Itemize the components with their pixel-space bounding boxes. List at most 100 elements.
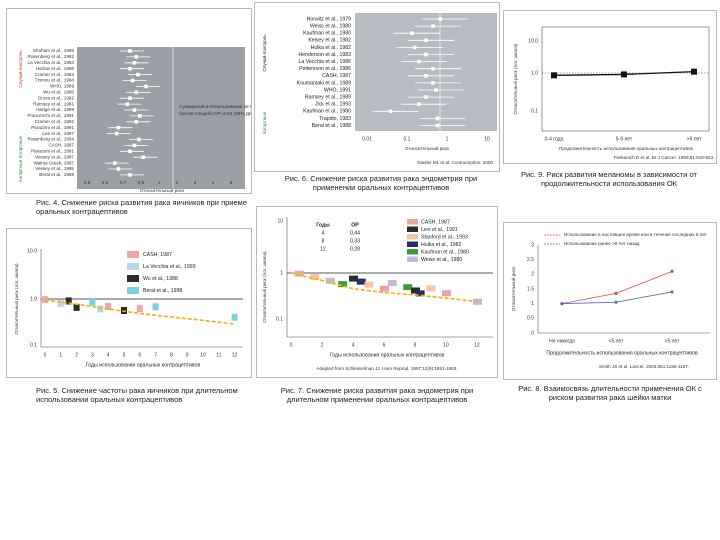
fig7-chart: Относительный риск (лог. шкала) 10 1 0.1 Год… [261,217,493,371]
fig5-data-box [231,313,238,321]
fig4-row-label: Tzonou et al., 1984 [35,78,75,83]
fig4-row-label: Wu et al., 1988 [43,90,74,95]
fig4-row-label: Parazzini et al., 1991 [31,149,74,154]
fig4-row-label: Beral et al., 1988 [39,172,74,177]
fig7-data-box [442,290,451,297]
fig5-xlabel: Годы использования оральных контрацептив… [86,362,201,368]
fig5-legend-label: La Vecchia et al., 1993 [143,264,196,270]
fig4-caption: Рис. 4. Снижение риска развития рака яич… [36,198,247,216]
fig7-data-box [426,285,436,292]
fig5-xtick: 9 [186,352,189,358]
fig6-caption: Рис. 6. Снижение риска развития рака энд… [284,174,478,192]
fig6-row-label: Kaufman et al., 1980 [303,31,351,37]
fig4-point [116,125,121,130]
fig4-point [134,120,139,124]
fig8-xtick: Не никогда [549,338,575,344]
fig5-xtick: 11 [216,352,221,358]
fig6-row-label: Kaufman et al., 1980 [303,109,351,115]
fig6-point [434,88,438,92]
fig5-data-box [136,305,143,313]
fig7-legend-swatch [407,256,418,262]
fig6-xtick: 0.1 [404,136,411,142]
fig4-group-label-2: Когортные Когортные [18,136,23,182]
fig6-row-label: WHO, 1991 [324,87,351,93]
fig7-data-box [356,278,366,285]
fig6-row-label: Koumantaki et al., 1989 [296,80,351,86]
fig6-xtick: 0.01 [362,136,372,142]
fig7-data-box [387,279,397,286]
fig6-point [388,109,393,114]
fig9-plot-frame [541,26,710,132]
fig5-legend-label: Wu et al., 1988 [143,276,178,282]
fig9-source: Feskanich D et al. Br J Cancer. 1999;81:… [614,155,715,160]
fig7-legend-label: CASH, 1987 [421,219,450,225]
fig8-panel: Относительный риск 3 2.5 2 1.5 1 0.5 0 Использов… [503,222,717,380]
fig4-xlabel: Относительный риск [140,187,185,193]
fig7-xtick: 12 [474,342,480,348]
fig9-xtick: >9 лет [687,136,703,142]
fig6-point [431,24,435,28]
fig4-row-label: WHO, 1989 [50,84,74,89]
fig4-xtick: 0.7 [120,180,127,185]
fig7-legend-label: Weiss et al., 1980 [421,257,462,263]
fig7-xtick: 0 [290,342,293,348]
fig9-point [691,68,697,75]
fig8-legend-label: Использование в настоящее время или в те… [564,232,708,237]
fig9-ytick: 1,0 [531,70,538,76]
fig4-point [144,84,148,89]
fig6-point [424,74,428,78]
fig4-row-label: Shoham et al., 1995 [33,48,75,53]
fig8-ytick: 0.5 [527,316,534,322]
fig6-point [417,59,421,64]
fig4-row-label: Rosenberg et al., 1994 [28,137,75,142]
fig8-ytick: 1 [531,301,534,307]
fig8-point [614,300,618,304]
fig4-point [134,55,139,59]
fig7-table-cell: 0,33 [350,238,360,244]
fig5-caption: Рис. 5. Снижение частоты рака яичников п… [36,386,238,404]
fig6-panel: Horwitz et al., 1979 Weiss et al., 1980 Ka… [254,2,500,172]
fig6-point [435,123,440,128]
fig7-data-box [415,290,425,297]
fig6-point [412,45,417,50]
fig9-panel: Относительный риск (лог. шкала) 10,0 1,0 0,… [503,10,717,164]
fig5-xtick: 5 [123,352,126,358]
fig5-data-box [152,303,159,311]
fig6-row-label: Pettersson et al., 1986 [299,66,351,72]
fig4-xtick: 2 [176,180,179,185]
fig4-point [134,90,139,95]
fig6-point [417,102,421,106]
fig4-xtick: 0.8 [138,180,145,185]
fig4-annotation-2: против плацебо ОР=0.64 (95% ДИ 0.57-0.73… [179,111,251,116]
fig4-point [116,167,121,171]
fig4-plot-area [77,47,245,189]
fig7-legend-label: Stanford et al., 1993 [421,234,468,240]
fig8-point [614,291,618,295]
fig5-legend-swatch [127,263,139,270]
fig8-xtick: <5 лет [609,338,625,344]
fig7-table-cell: 0,44 [350,230,360,236]
fig4-point [138,114,142,118]
fig5-legend-swatch [127,251,139,258]
fig8-point [670,290,674,294]
fig9-ylabel: Относительный риск (лог. шкала) [512,43,518,115]
fig4-point [132,61,137,65]
fig7-legend-label: Levi et al., 1991 [421,227,458,233]
fig4-point [114,131,119,136]
fig4-row-label: Vessey et al., 1987 [35,154,74,159]
fig7-trend-line [290,272,478,303]
fig5-legend-label: CASH, 1987 [143,252,172,258]
fig9-xtick: 5-9 лет [616,136,633,142]
fig4-point [128,66,132,71]
fig4-point [113,161,117,165]
fig8-ytick: 1.5 [527,286,534,292]
fig4-row-label: Ramsey et al., 1981 [33,101,74,106]
fig7-source: Adapted from Schlesselman JJ. Hum Reprod… [316,366,457,371]
fig8-xlabel: Продолжительность использования оральных… [546,350,698,356]
fig6-xlabel: Относительный риск [405,145,450,151]
fig4-row-label: Walnut Creek, 1987 [34,160,75,165]
fig6-xtick: 10 [484,136,490,142]
fig6-row-label: Henderson et al., 1983 [299,52,352,58]
fig7-data-box [364,281,374,288]
